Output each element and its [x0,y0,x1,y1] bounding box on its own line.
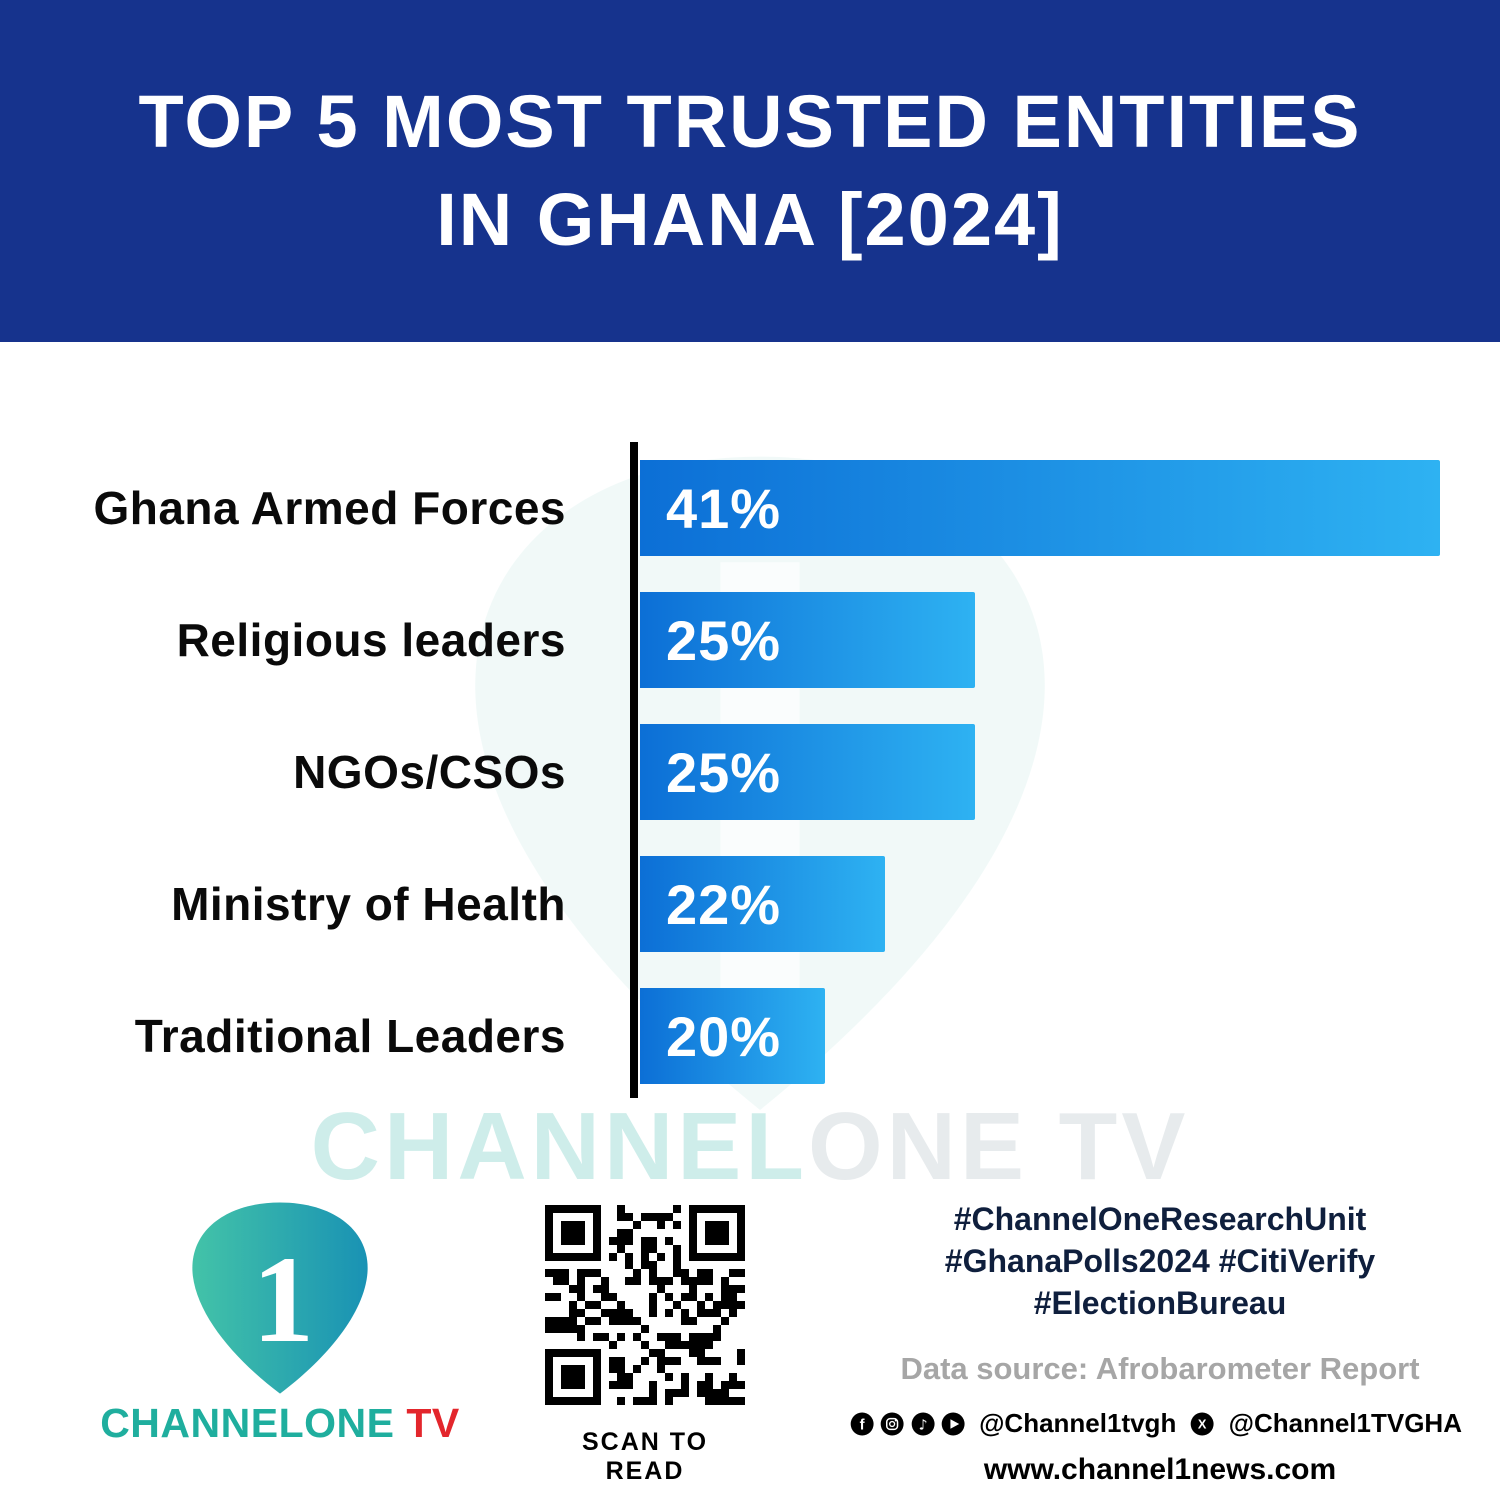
bar: 22% [640,856,885,952]
bar: 25% [640,592,975,688]
facebook-icon: f [850,1412,874,1436]
social-row: f ♪ @Channel1tvgh X @Channel1TVGHA [850,1407,1470,1441]
instagram-icon [880,1412,904,1436]
category-label: Ghana Armed Forces [93,482,566,534]
watermark-part2: ONE TV [807,1093,1190,1200]
hashtags-line1: #ChannelOneResearchUnit [953,1201,1367,1237]
youtube-icon [941,1412,965,1436]
value-label: 41% [666,476,782,540]
wordmark-tv: TV [394,1400,460,1446]
page-title-line1: TOP 5 MOST TRUSTED ENTITIES [138,80,1362,164]
bar-chart: Ghana Armed Forces 41% Religious leaders 25… [0,440,1500,1105]
channelone-pick-logo-icon: 1 [192,1202,368,1394]
chart-axis [630,442,638,1098]
category-label: Religious leaders [176,614,566,666]
channelone-logo: 1 [160,1192,400,1407]
svg-text:f: f [860,1417,865,1433]
x-icon: X [1191,1412,1214,1436]
social-handle-2: @Channel1TVGHA [1228,1408,1462,1439]
qr-code [545,1205,745,1405]
wordmark-channelone: CHANNELONE [100,1400,395,1446]
bar-row: Religious leaders 25% [0,592,1500,688]
qr-block: SCAN TO READ [545,1205,745,1486]
category-label: Ministry of Health [171,878,566,930]
channelone-text-watermark: CHANNELONE TV [0,1092,1500,1202]
category-label: Traditional Leaders [134,1010,566,1062]
svg-text:1: 1 [252,1231,314,1368]
value-label: 20% [666,1004,782,1068]
hashtags-line3: #ElectionBureau [1033,1285,1287,1322]
website-url: www.channel1news.com [983,1452,1337,1486]
data-source-note: Data source: Afrobarometer Report [900,1350,1420,1386]
header-banner: TOP 5 MOST TRUSTED ENTITIES IN GHANA [20… [0,0,1500,342]
page-title-line2: IN GHANA [2024] [436,178,1064,261]
bar-row: Traditional Leaders 20% [0,988,1500,1084]
watermark-part1: CHANNEL [310,1093,808,1200]
bar: 41% [640,460,1440,556]
bar-row: NGOs/CSOs 25% [0,724,1500,820]
category-label: NGOs/CSOs [293,746,566,798]
social-handle-1: @Channel1tvgh [979,1408,1177,1439]
svg-text:X: X [1198,1416,1207,1431]
bar-row: Ministry of Health 22% [0,856,1500,952]
bar-row: Ghana Armed Forces 41% [0,460,1500,556]
channelone-wordmark: CHANNELONE TV [100,1400,460,1447]
value-label: 25% [666,740,782,804]
tiktok-icon: ♪ [911,1412,935,1436]
value-label: 22% [666,872,782,936]
qr-caption: SCAN TO READ [581,1428,709,1485]
svg-text:♪: ♪ [918,1417,927,1433]
hashtags-line2: #GhanaPolls2024 #CitiVerify [944,1243,1376,1280]
bar: 20% [640,988,825,1084]
value-label: 25% [666,608,782,672]
footer-right-column: #ChannelOneResearchUnit #GhanaPolls2024 … [850,1198,1470,1487]
bar: 25% [640,724,975,820]
